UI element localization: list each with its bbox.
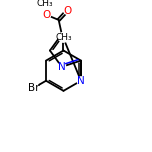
Circle shape [59, 32, 68, 42]
Text: N: N [77, 76, 85, 86]
Text: O: O [43, 10, 51, 20]
Text: N: N [58, 62, 66, 72]
Text: O: O [63, 6, 71, 16]
Text: CH₃: CH₃ [36, 0, 53, 8]
Circle shape [64, 7, 71, 14]
Circle shape [28, 83, 39, 93]
Circle shape [40, 0, 49, 9]
Circle shape [77, 77, 85, 85]
Circle shape [58, 63, 66, 71]
Text: Br: Br [28, 83, 39, 93]
Circle shape [43, 11, 51, 19]
Text: CH₃: CH₃ [55, 33, 72, 42]
